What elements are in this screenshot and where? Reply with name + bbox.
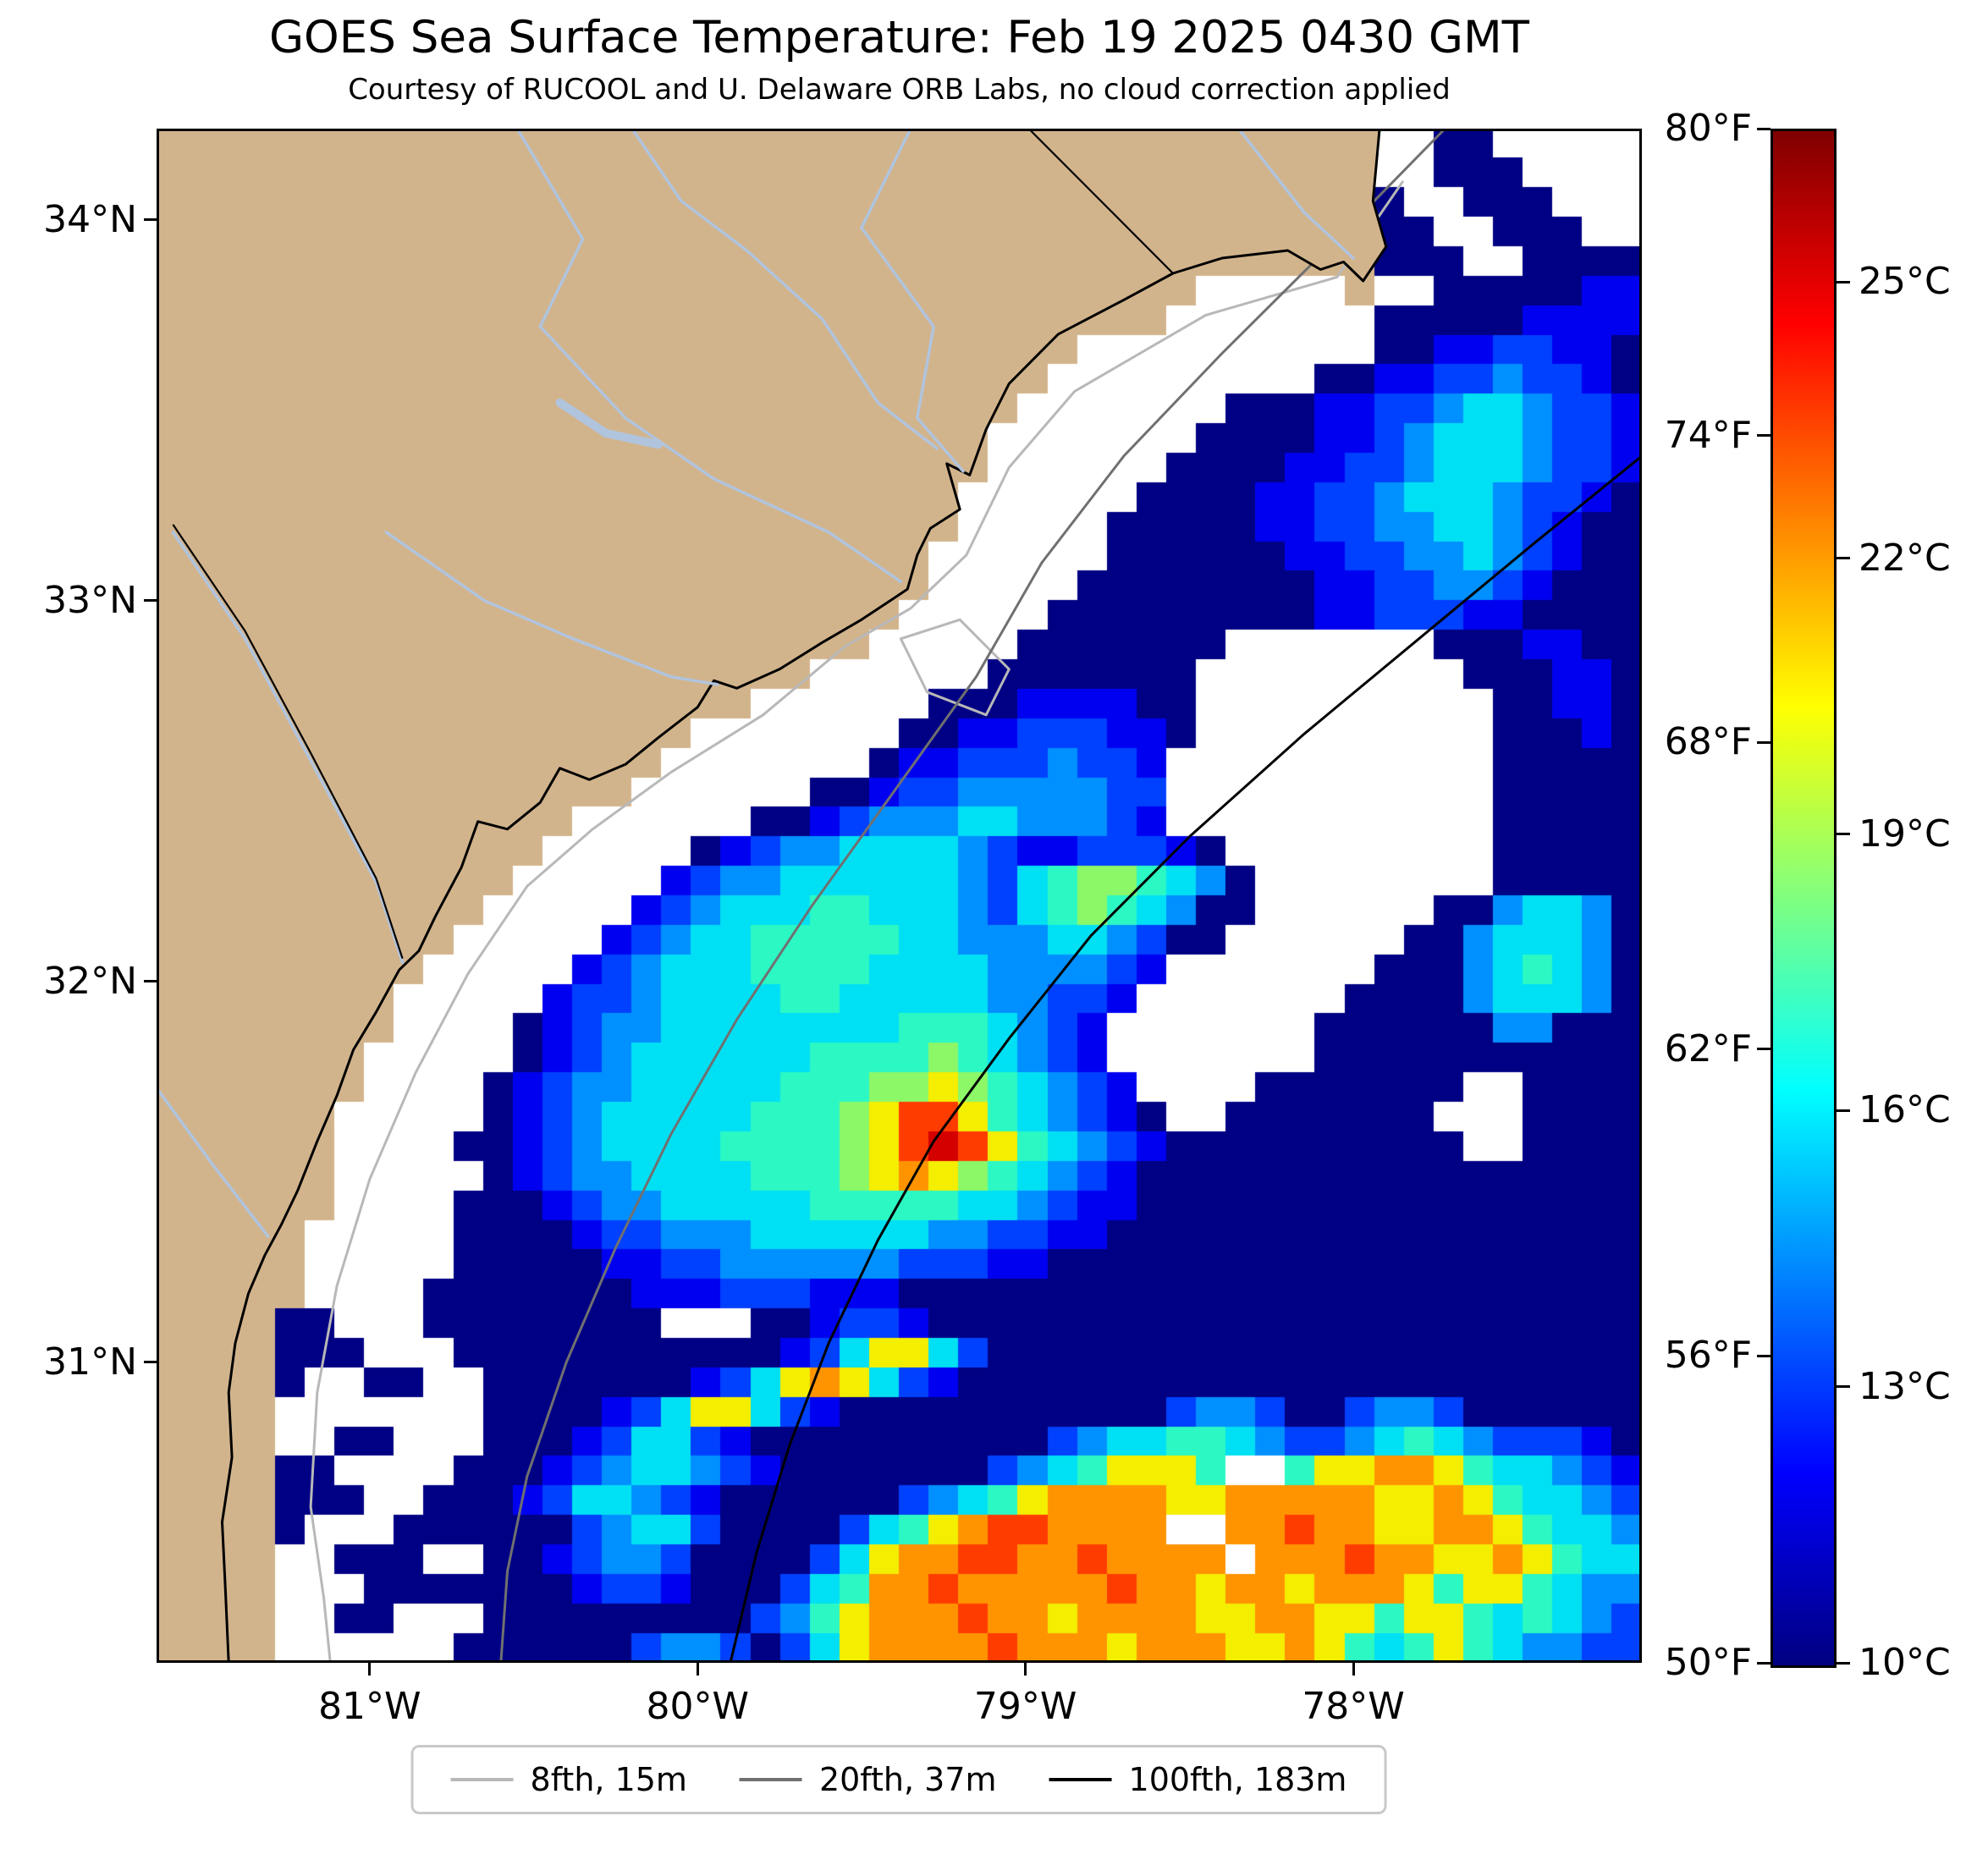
lon-tick (1352, 1663, 1355, 1676)
legend: 8fth, 15m 20fth, 37m 100fth, 183m (410, 1745, 1387, 1814)
colorbar-tick-f (1757, 1048, 1770, 1051)
isobath-20fth-37m (499, 129, 1446, 1663)
colorbar-label-f: 56°F (1664, 1334, 1752, 1378)
state-border (1027, 129, 1174, 274)
colorbar-tick-c (1837, 280, 1850, 283)
legend-item: 20fth, 37m (739, 1761, 997, 1798)
lat-tick (144, 599, 157, 603)
lat-tick (144, 980, 157, 983)
isobath-100fth-183m (729, 454, 1642, 1663)
colorbar-label-c: 25°C (1859, 260, 1951, 304)
lat-tick-label: 31°N (43, 1340, 137, 1384)
river (860, 129, 965, 473)
colorbar-label-c: 22°C (1859, 536, 1951, 580)
isobath-8fth-15m (899, 618, 1011, 717)
colorbar-label-f: 50°F (1664, 1641, 1752, 1684)
legend-item: 100fth, 183m (1049, 1761, 1347, 1798)
legend-line-sample (739, 1778, 802, 1781)
isobath-8fth-15m (309, 180, 1404, 1663)
legend-item-label: 20fth, 37m (818, 1761, 997, 1798)
river (555, 398, 663, 449)
legend-item-label: 8fth, 15m (530, 1761, 687, 1798)
colorbar-label-c: 16°C (1859, 1088, 1951, 1132)
colorbar-tick-f (1757, 434, 1770, 437)
lon-tick (368, 1663, 372, 1676)
lat-tick-label: 34°N (43, 197, 137, 241)
map-axes (157, 129, 1642, 1663)
lat-tick (144, 1361, 157, 1364)
colorbar-tick-c (1837, 1661, 1850, 1665)
colorbar-label-c: 10°C (1859, 1641, 1951, 1684)
river (171, 531, 405, 964)
state-border (172, 524, 404, 960)
map-overlay (157, 129, 1642, 1663)
legend-line-sample (1049, 1778, 1112, 1781)
colorbar-label-f: 74°F (1664, 413, 1752, 457)
land (157, 129, 1388, 1663)
river (384, 531, 719, 686)
lat-tick (144, 218, 157, 222)
river (157, 1086, 270, 1238)
lat-tick-label: 33°N (43, 578, 137, 622)
legend-item: 8fth, 15m (450, 1761, 687, 1798)
legend-item-label: 100fth, 183m (1128, 1761, 1347, 1798)
colorbar-tick-f (1757, 740, 1770, 744)
lon-tick-label: 79°W (973, 1685, 1077, 1728)
lon-tick-label: 78°W (1302, 1685, 1405, 1728)
colorbar-tick-c (1837, 833, 1850, 836)
river (515, 129, 903, 584)
colorbar-tick-f (1757, 127, 1770, 130)
colorbar-label-f: 80°F (1664, 107, 1752, 150)
colorbar-tick-c (1837, 1385, 1850, 1389)
colorbar-label-c: 19°C (1859, 812, 1951, 856)
colorbar-tick-f (1757, 1661, 1770, 1665)
river (1236, 129, 1355, 260)
lat-tick-label: 32°N (43, 959, 137, 1003)
colorbar-tick-c (1837, 1109, 1850, 1112)
lon-tick-label: 81°W (318, 1685, 421, 1728)
figure-subtitle: Courtesy of RUCOOL and U. Delaware ORB L… (348, 73, 1451, 107)
colorbar-label-c: 13°C (1859, 1364, 1951, 1408)
river (631, 129, 939, 450)
colorbar (1770, 129, 1837, 1668)
lon-tick-label: 80°W (646, 1685, 749, 1728)
colorbar-label-f: 62°F (1664, 1026, 1752, 1070)
figure-title: GOES Sea Surface Temperature: Feb 19 202… (268, 12, 1530, 63)
colorbar-label-f: 68°F (1664, 720, 1752, 764)
lon-tick (1024, 1663, 1027, 1676)
legend-line-sample (450, 1778, 514, 1781)
lon-tick (696, 1663, 699, 1676)
colorbar-tick-c (1837, 557, 1850, 560)
colorbar-tick-f (1757, 1354, 1770, 1357)
